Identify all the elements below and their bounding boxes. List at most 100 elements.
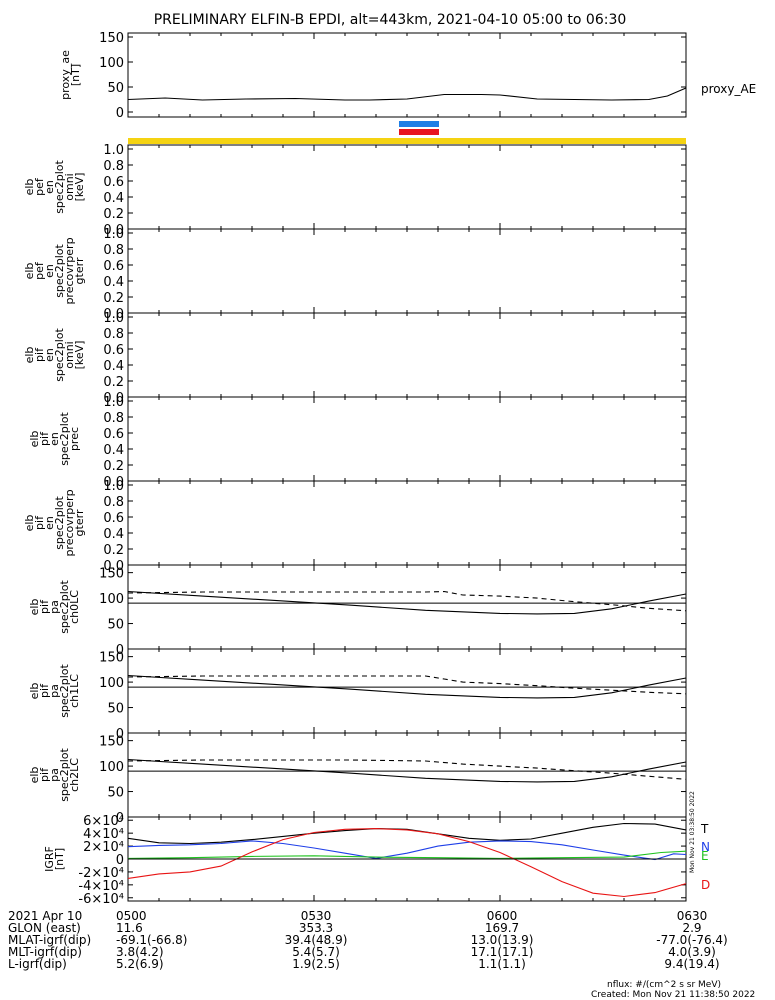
- y-axis-label: pa: [48, 684, 61, 698]
- y-tick-label: 0.6: [103, 427, 124, 442]
- panel-frame: [127, 564, 687, 650]
- science-zone-bars: [128, 121, 686, 144]
- y-axis-label: en: [43, 348, 56, 362]
- y-tick-label: 0.0: [103, 559, 124, 574]
- y-tick-label: -4×10⁴: [78, 879, 124, 894]
- y-axis-label: elb: [23, 347, 36, 364]
- series-proxy-ae: [127, 87, 687, 101]
- ephemeris-row-label: 2021 Apr 10: [8, 909, 82, 923]
- ephemeris-value: 1.1(1.1): [478, 957, 526, 971]
- y-tick-label: 0.6: [103, 343, 124, 358]
- ephemeris-value: 9.4(19.4): [664, 957, 719, 971]
- panel-frame: [127, 32, 687, 118]
- ephemeris-value: 1.9(2.5): [292, 957, 340, 971]
- y-tick-label: 0.0: [103, 223, 124, 238]
- y-tick-label: 50: [107, 702, 124, 717]
- y-tick-label: 100: [99, 56, 124, 71]
- ephemeris-value: 5.4(5.7): [292, 945, 340, 959]
- panel-1: 0.00.20.40.60.81.0 elbpefenspec2plotomni[…: [23, 143, 687, 238]
- series-line: [127, 590, 687, 612]
- y-tick-label: 100: [99, 760, 124, 775]
- y-axis-label: precovrperp: [63, 237, 76, 304]
- y-tick-label: 0: [116, 643, 124, 658]
- ephemeris-value: 353.3: [299, 921, 333, 935]
- y-tick-label: 0.0: [103, 307, 124, 322]
- y-tick-label: 1.0: [103, 479, 124, 494]
- y-axis-label: elb: [28, 599, 41, 616]
- y-tick-label: 4×10⁴: [83, 827, 124, 842]
- ephemeris-value: 2.9: [682, 921, 701, 935]
- ephemeris-row-label: MLT-igrf(dip): [8, 945, 82, 959]
- y-tick-label: 50: [107, 618, 124, 633]
- ephemeris-value: 17.1(17.1): [471, 945, 534, 959]
- ephemeris-value: -77.0(-76.4): [656, 933, 727, 947]
- y-tick-label: 0.8: [103, 495, 124, 510]
- y-axis-label: ch0LC: [68, 590, 81, 624]
- y-tick-label: 1.0: [103, 143, 124, 158]
- y-axis-label: pif: [33, 515, 46, 530]
- y-tick-label: 0.0: [103, 391, 124, 406]
- y-tick-label: 0.4: [103, 359, 124, 374]
- y-axis-label: elb: [28, 767, 41, 784]
- y-tick-label: 0: [116, 106, 124, 121]
- y-axis-label: spec2plot: [53, 496, 66, 550]
- y-axis-label: ch1LC: [68, 674, 81, 708]
- y-tick-label: 0.6: [103, 259, 124, 274]
- blue-science-bar: [399, 121, 439, 127]
- panel-frame: [127, 312, 687, 398]
- y-axis-label: spec2plot: [53, 244, 66, 298]
- series-e: [127, 850, 687, 859]
- y-axis-label: pif: [33, 347, 46, 362]
- panel-frame: [127, 732, 687, 818]
- ephemeris-row-label: L-igrf(dip): [8, 957, 67, 971]
- plot-title: PRELIMINARY ELFIN-B EPDI, alt=443km, 202…: [154, 12, 627, 28]
- y-axis-label: pif: [38, 431, 51, 446]
- ephemeris-value: 0600: [487, 909, 518, 923]
- y-tick-label: 150: [99, 651, 124, 666]
- panel-3: 0.00.20.40.60.81.0 elbpifenspec2plotomni[…: [23, 311, 687, 406]
- y-axis-label: IGRF: [43, 846, 56, 872]
- panel-9: -6×10⁴-4×10⁴-2×10⁴02×10⁴4×10⁴6×10⁴IGRF[n…: [43, 814, 687, 907]
- y-axis-label: omni: [63, 173, 76, 200]
- footer-created: Created: Mon Nov 21 11:38:50 2022: [591, 990, 755, 1000]
- y-tick-label: 0.6: [103, 511, 124, 526]
- ephemeris-value: 3.8(4.2): [116, 945, 164, 959]
- y-axis-label: en: [48, 432, 61, 446]
- y-tick-label: 0.2: [103, 291, 124, 306]
- y-axis-label: proxy_ae: [59, 50, 72, 100]
- y-axis-label: pa: [48, 600, 61, 614]
- y-tick-label: 100: [99, 592, 124, 607]
- y-axis-label: spec2plot: [58, 580, 71, 634]
- panel-frame: [127, 228, 687, 314]
- y-tick-label: -6×10⁴: [78, 892, 124, 907]
- panel-frame: [127, 396, 687, 482]
- y-axis-label: pif: [38, 599, 51, 614]
- y-axis-label: elb: [28, 431, 41, 448]
- ephemeris-value: 5.2(6.9): [116, 957, 164, 971]
- y-axis-label: en: [43, 516, 56, 530]
- y-tick-label: 0.2: [103, 207, 124, 222]
- red-science-bar: [399, 129, 439, 135]
- side-timestamp: Mon Nov 21 03:38:50 2022: [689, 791, 696, 873]
- y-axis-label: elb: [23, 515, 36, 532]
- y-tick-label: 0.2: [103, 375, 124, 390]
- footer-units: nflux: #/(cm^2 s sr MeV): [607, 980, 721, 990]
- ephemeris-value: 13.0(13.9): [471, 933, 534, 947]
- ephemeris-value: 0500: [116, 909, 147, 923]
- y-axis-label: pa: [48, 768, 61, 782]
- y-axis-label: pif: [38, 683, 51, 698]
- y-tick-label: 0.8: [103, 411, 124, 426]
- y-axis-label: prec: [68, 427, 81, 451]
- y-tick-label: 0: [116, 727, 124, 742]
- y-axis-label: precovrperp: [63, 489, 76, 556]
- ephemeris-row-label: GLON (east): [8, 921, 81, 935]
- y-axis-label: spec2plot: [58, 748, 71, 802]
- y-tick-label: 0.6: [103, 175, 124, 190]
- ephemeris-value: -69.1(-66.8): [116, 933, 187, 947]
- y-axis-label: en: [43, 180, 56, 194]
